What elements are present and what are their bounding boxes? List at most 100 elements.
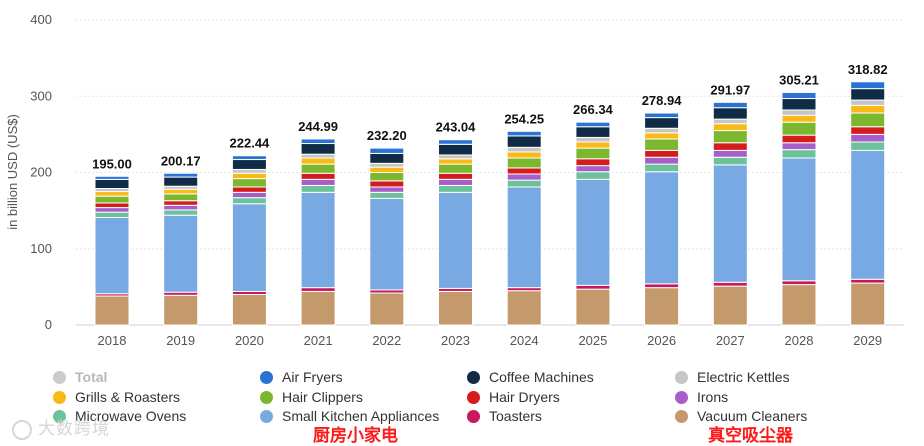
bar-segment-hair-clippers[interactable] [712,130,748,144]
bar-segment-grills-roasters[interactable] [438,158,473,165]
bar-segment-microwave-ovens[interactable] [231,197,267,205]
bar-segment-vacuum-cleaners[interactable] [231,294,267,326]
bar-segment-hair-dryers[interactable] [850,126,886,135]
bar-segment-microwave-ovens[interactable] [94,211,130,218]
legend-item-total[interactable]: Total [53,368,107,386]
bar-segment-air-fryers[interactable] [712,101,748,109]
bar-segment-vacuum-cleaners[interactable] [438,290,473,326]
bar-stack-2023[interactable] [438,139,473,326]
bar-segment-vacuum-cleaners[interactable] [163,294,199,326]
bar-segment-electric-kettles[interactable] [369,162,405,168]
bar-segment-microwave-ovens[interactable] [369,191,405,199]
bar-stack-2018[interactable] [94,175,130,326]
legend-item-hair-dryers[interactable]: Hair Dryers [467,388,560,406]
bar-segment-hair-dryers[interactable] [712,142,748,151]
bar-segment-hair-dryers[interactable] [231,186,267,193]
bar-stack-2028[interactable] [781,91,817,326]
bar-segment-electric-kettles[interactable] [644,127,680,134]
bar-segment-coffee-machines[interactable] [369,152,405,164]
legend-item-grills-roasters[interactable]: Grills & Roasters [53,388,180,406]
bar-segment-electric-kettles[interactable] [231,168,267,174]
bar-segment-hair-clippers[interactable] [781,121,817,136]
bar-segment-vacuum-cleaners[interactable] [369,292,405,326]
bar-segment-coffee-machines[interactable] [300,143,336,155]
bar-segment-electric-kettles[interactable] [506,146,542,153]
legend-item-vacuum-cleaners[interactable]: Vacuum Cleaners [675,407,807,425]
bar-segment-grills-roasters[interactable] [506,151,542,159]
bar-segment-microwave-ovens[interactable] [781,149,817,159]
bar-segment-hair-dryers[interactable] [300,172,336,180]
bar-segment-small-kitchen-appliances[interactable] [369,197,405,291]
bar-segment-irons[interactable] [850,133,886,143]
bar-segment-hair-dryers[interactable] [369,180,405,188]
bar-segment-irons[interactable] [163,204,199,211]
bar-segment-hair-clippers[interactable] [644,138,680,151]
legend-item-hair-clippers[interactable]: Hair Clippers [260,388,363,406]
bar-segment-toasters[interactable] [575,284,611,290]
legend-item-toasters[interactable]: Toasters [467,407,542,425]
legend-item-air-fryers[interactable]: Air Fryers [260,368,343,386]
legend-item-small-kitchen-appliances[interactable]: Small Kitchen Appliances [260,407,439,425]
bar-segment-small-kitchen-appliances[interactable] [163,214,199,293]
bar-segment-vacuum-cleaners[interactable] [850,282,886,326]
bar-segment-air-fryers[interactable] [644,112,680,119]
bar-segment-air-fryers[interactable] [94,175,130,180]
bar-segment-toasters[interactable] [300,287,336,292]
bar-stack-2029[interactable] [850,81,886,326]
bar-segment-microwave-ovens[interactable] [506,179,542,188]
legend-item-microwave-ovens[interactable]: Microwave Ovens [53,407,186,425]
bar-segment-grills-roasters[interactable] [231,172,267,180]
bar-stack-2027[interactable] [712,101,748,326]
bar-segment-small-kitchen-appliances[interactable] [850,149,886,280]
bar-segment-irons[interactable] [506,173,542,181]
bar-segment-vacuum-cleaners[interactable] [712,285,748,326]
bar-stack-2020[interactable] [231,155,267,326]
bar-segment-electric-kettles[interactable] [575,136,611,143]
bar-segment-hair-dryers[interactable] [94,202,130,209]
bar-segment-air-fryers[interactable] [438,139,473,145]
bar-segment-hair-clippers[interactable] [369,172,405,182]
bar-segment-hair-dryers[interactable] [644,149,680,158]
bar-segment-electric-kettles[interactable] [781,109,817,116]
legend-item-coffee-machines[interactable]: Coffee Machines [467,368,594,386]
bar-segment-hair-dryers[interactable] [506,167,542,175]
bar-segment-irons[interactable] [300,178,336,186]
bar-segment-electric-kettles[interactable] [712,118,748,125]
bar-segment-coffee-machines[interactable] [575,126,611,138]
bar-segment-coffee-machines[interactable] [644,117,680,129]
bar-segment-small-kitchen-appliances[interactable] [300,191,336,289]
legend-item-electric-kettles[interactable]: Electric Kettles [675,368,790,386]
bar-stack-2026[interactable] [644,112,680,326]
bar-segment-irons[interactable] [231,191,267,199]
bar-segment-microwave-ovens[interactable] [575,171,611,180]
bar-segment-hair-clippers[interactable] [94,195,130,204]
bar-segment-irons[interactable] [438,178,473,186]
bar-segment-coffee-machines[interactable] [850,88,886,101]
bar-segment-irons[interactable] [369,186,405,193]
bar-segment-coffee-machines[interactable] [438,143,473,156]
bar-segment-toasters[interactable] [644,283,680,289]
bar-segment-vacuum-cleaners[interactable] [781,284,817,326]
bar-segment-hair-dryers[interactable] [163,200,199,206]
bar-segment-toasters[interactable] [781,280,817,286]
bar-stack-2024[interactable] [506,130,542,326]
bar-segment-hair-dryers[interactable] [438,172,473,180]
bar-segment-grills-roasters[interactable] [369,166,405,174]
bar-segment-coffee-machines[interactable] [94,178,130,190]
bar-segment-vacuum-cleaners[interactable] [506,290,542,326]
bar-segment-small-kitchen-appliances[interactable] [781,157,817,282]
bar-segment-vacuum-cleaners[interactable] [300,290,336,326]
bar-segment-grills-roasters[interactable] [781,114,817,123]
bar-segment-hair-clippers[interactable] [300,163,336,174]
bar-segment-coffee-machines[interactable] [506,135,542,148]
bar-segment-coffee-machines[interactable] [163,176,199,187]
bar-segment-hair-clippers[interactable] [438,163,473,174]
bar-segment-air-fryers[interactable] [575,121,611,128]
bar-segment-coffee-machines[interactable] [712,107,748,120]
bar-segment-grills-roasters[interactable] [163,188,199,195]
bar-segment-hair-clippers[interactable] [506,157,542,169]
bar-segment-irons[interactable] [644,156,680,165]
bar-segment-small-kitchen-appliances[interactable] [644,171,680,285]
bar-segment-electric-kettles[interactable] [850,99,886,106]
bar-segment-small-kitchen-appliances[interactable] [506,186,542,289]
